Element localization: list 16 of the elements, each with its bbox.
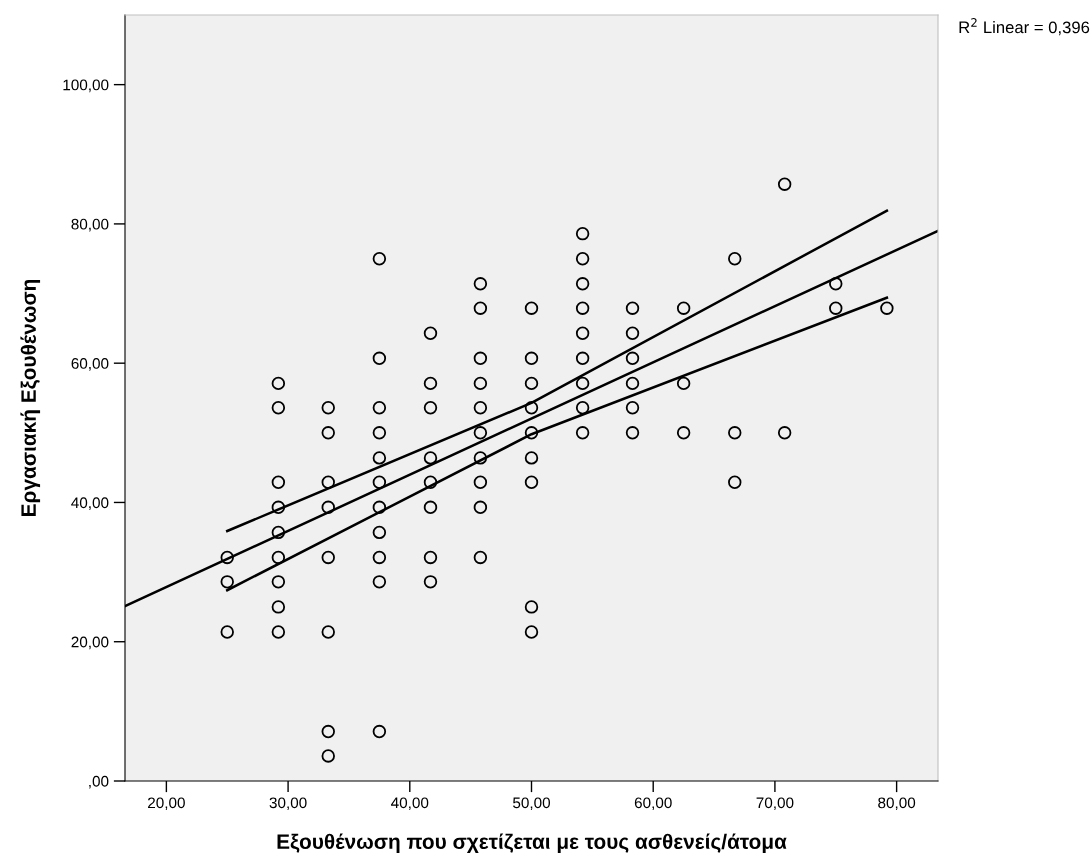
x-tick-label: 50,00 (513, 797, 551, 810)
x-tick-label: 60,00 (634, 797, 672, 810)
y-tick-label: 20,00 (71, 636, 109, 650)
y-tick-label: 40,00 (71, 497, 109, 510)
x-tick-label: 40,00 (391, 797, 429, 810)
y-tick-label: 100,00 (63, 79, 109, 93)
text: R$^{2}$ Linear = 0,396 (959, 18, 1090, 36)
y-tick-label: ,00 (89, 775, 109, 789)
y-tick-label: 80,00 (71, 218, 109, 232)
y-tick-label: 60,00 (71, 358, 109, 371)
x-tick-label: 70,00 (756, 797, 794, 810)
x-tick-label: 80,00 (878, 797, 916, 810)
x-axis-title: Εξουθένωση που σχετίζεται με τους ασθενείς/άτομα (277, 833, 787, 854)
x-tick-label: 20,00 (148, 797, 185, 810)
y-axis-title: Εργασιακή Εξουθένωση (20, 279, 41, 516)
x-tick-label: 30,00 (269, 797, 307, 810)
